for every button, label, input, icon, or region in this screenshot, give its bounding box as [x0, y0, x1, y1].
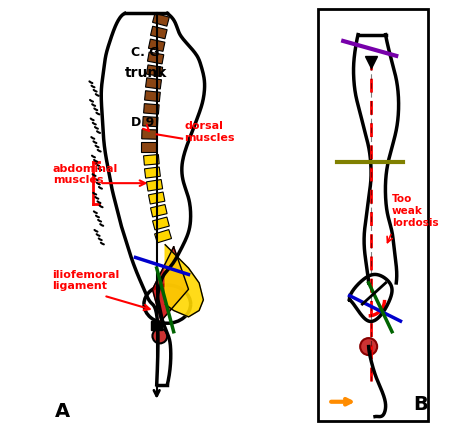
FancyBboxPatch shape	[147, 52, 164, 64]
FancyBboxPatch shape	[153, 13, 169, 26]
Text: B: B	[413, 395, 428, 414]
FancyBboxPatch shape	[146, 179, 163, 191]
FancyBboxPatch shape	[142, 129, 157, 139]
FancyBboxPatch shape	[144, 104, 159, 114]
Circle shape	[360, 338, 377, 355]
FancyBboxPatch shape	[145, 167, 160, 178]
FancyBboxPatch shape	[148, 39, 165, 51]
FancyBboxPatch shape	[151, 205, 167, 217]
Polygon shape	[165, 245, 203, 317]
FancyBboxPatch shape	[148, 192, 165, 204]
Text: abdominal
muscles: abdominal muscles	[53, 163, 118, 185]
Text: iliofemoral
ligament: iliofemoral ligament	[52, 270, 119, 291]
Text: dorsal
muscles: dorsal muscles	[184, 121, 235, 143]
Text: A: A	[55, 402, 70, 421]
FancyBboxPatch shape	[144, 154, 159, 165]
FancyBboxPatch shape	[151, 321, 162, 330]
Polygon shape	[153, 247, 189, 321]
FancyBboxPatch shape	[145, 91, 160, 101]
Text: D 9: D 9	[131, 116, 155, 129]
FancyBboxPatch shape	[318, 9, 428, 421]
FancyBboxPatch shape	[151, 26, 167, 39]
Text: C. G: C. G	[131, 46, 160, 59]
FancyBboxPatch shape	[143, 117, 158, 127]
Text: Too
weak
lordosis: Too weak lordosis	[392, 194, 438, 227]
FancyBboxPatch shape	[155, 230, 172, 243]
FancyBboxPatch shape	[141, 142, 155, 152]
Text: trunk: trunk	[125, 66, 167, 80]
FancyBboxPatch shape	[146, 65, 163, 77]
Circle shape	[153, 329, 167, 344]
FancyBboxPatch shape	[153, 217, 169, 230]
FancyBboxPatch shape	[146, 78, 162, 89]
